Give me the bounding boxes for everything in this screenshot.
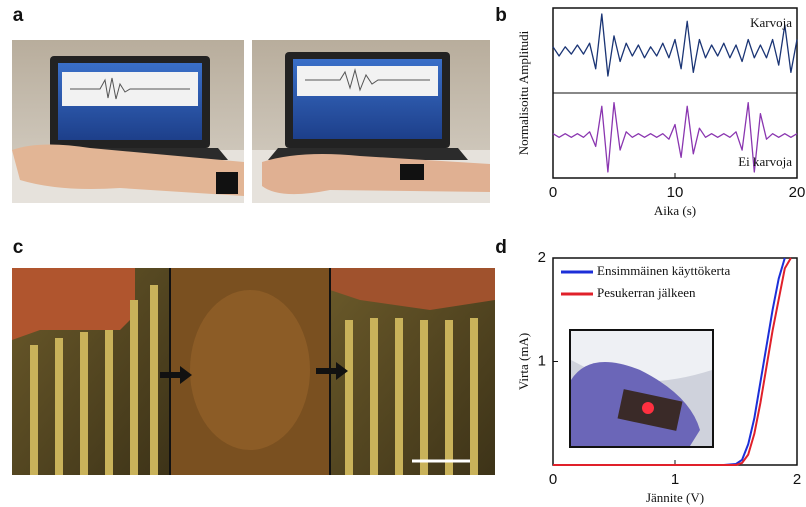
panel-label: a [13, 5, 24, 26]
legend-label: Pesukerran jälkeen [597, 285, 696, 300]
x-tick-label: 2 [793, 471, 801, 488]
panel-label: b [495, 5, 507, 26]
x-tick-label: 1 [671, 471, 679, 488]
inset-photo [570, 330, 713, 447]
y-axis-label: Normalisoitu Amplitudi [516, 30, 531, 155]
series-name: Ei karvoja [738, 154, 792, 169]
x-tick-label: 0 [549, 471, 557, 488]
x-axis-label: Jännite (V) [646, 490, 704, 505]
series-name: Karvoja [750, 15, 792, 30]
x-tick-label: 10 [667, 184, 684, 201]
panel-label: c [13, 237, 24, 258]
photo-c [12, 268, 495, 475]
panel-label: d [495, 237, 507, 258]
y-tick-label: 1 [538, 352, 546, 369]
y-tick-label: 2 [538, 249, 546, 266]
photo-a [12, 40, 490, 203]
x-tick-label: 0 [549, 184, 557, 201]
x-axis-label: Aika (s) [654, 203, 696, 218]
legend-label: Ensimmäinen käyttökerta [597, 263, 730, 278]
y-axis-label: Virta (mA) [516, 333, 531, 390]
x-tick-label: 20 [789, 184, 806, 201]
figure: abcd01020Aika (s)Normalisoitu AmplitudiK… [0, 0, 806, 507]
